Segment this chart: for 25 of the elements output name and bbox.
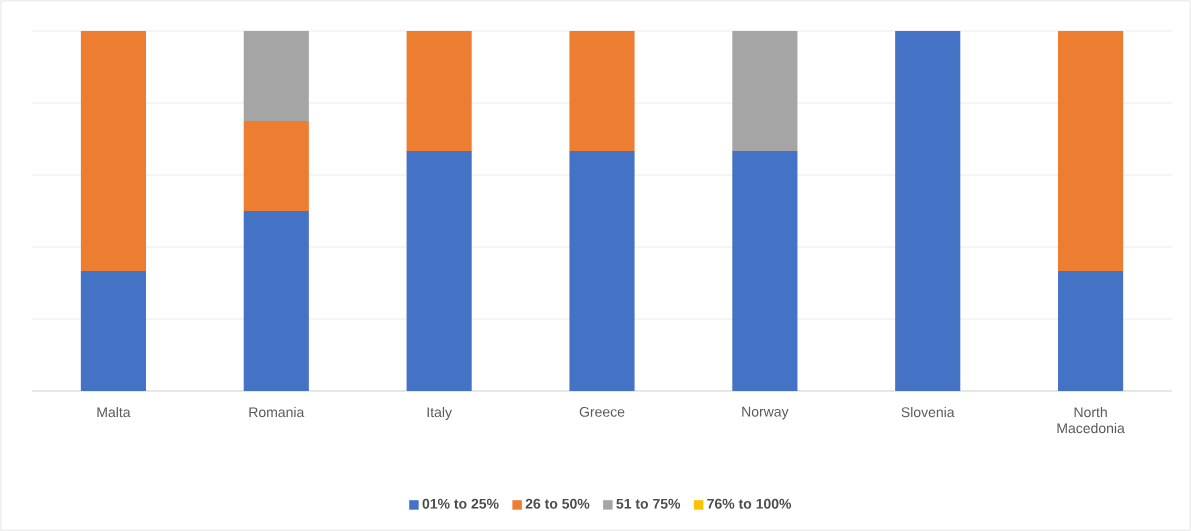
legend-label: 51 to 75%	[616, 498, 681, 509]
bar	[406, 30, 472, 151]
x-tick-label: Malta	[97, 406, 131, 418]
x-tick-label: Romania	[249, 406, 305, 418]
bar	[243, 30, 309, 121]
x-tick-label: Slovenia	[901, 406, 955, 418]
legend-label: 01% to 25%	[422, 498, 499, 509]
bar	[895, 30, 961, 391]
bar	[80, 271, 146, 391]
bar	[406, 150, 472, 391]
bar	[569, 150, 635, 391]
bar	[569, 30, 635, 151]
x-tick-label: Italy	[427, 406, 452, 420]
x-tick-label: Greece	[579, 406, 625, 417]
bar	[243, 121, 309, 211]
bar	[732, 150, 798, 391]
bar	[732, 30, 798, 151]
x-tick-label: Norway	[742, 406, 789, 420]
bar	[1058, 30, 1124, 272]
legend-label: 76% to 100%	[707, 498, 792, 509]
legend-label: 26 to 50%	[525, 498, 590, 509]
x-tick-label: North Macedonia	[1057, 406, 1125, 434]
bar	[1058, 271, 1124, 391]
bar	[80, 30, 146, 272]
bar	[243, 211, 309, 391]
